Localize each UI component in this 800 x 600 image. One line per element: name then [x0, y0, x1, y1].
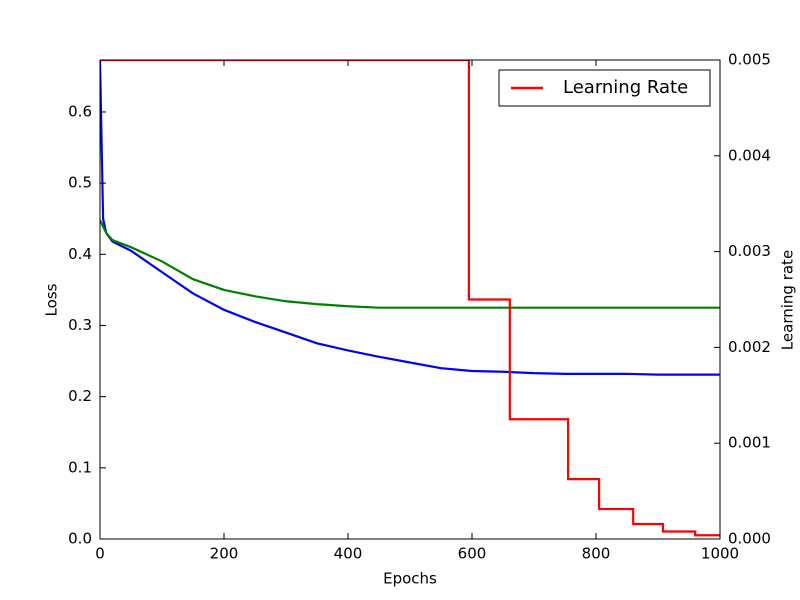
- y2-axis-label: Learning rate: [779, 250, 797, 350]
- plot-frame: [99, 59, 721, 540]
- y-tick-label: 0.0: [68, 530, 92, 548]
- x-axis-label: Epochs: [383, 570, 437, 588]
- x-tick-label: 800: [582, 545, 611, 563]
- y2-tick-label: 0.004: [728, 146, 771, 164]
- y-tick-label: 0.1: [68, 458, 92, 476]
- y2-tick-label: 0.000: [728, 530, 771, 548]
- x-tick-label: 0: [95, 545, 105, 563]
- x-tick-label: 200: [210, 545, 239, 563]
- y2-tick-label: 0.003: [728, 242, 771, 260]
- y2-tick-label: 0.005: [728, 51, 771, 69]
- series-line: [100, 219, 720, 309]
- y2-tick-label: 0.001: [728, 434, 771, 452]
- y-tick-label: 0.4: [68, 245, 92, 263]
- y2-tick-label: 0.002: [728, 338, 771, 356]
- y-tick-label: 0.5: [68, 174, 92, 192]
- x-tick-label: 400: [334, 545, 363, 563]
- x-tick-label: 1000: [701, 545, 739, 563]
- plot-lines: [100, 60, 720, 537]
- series-line: [100, 60, 720, 376]
- y-tick-label: 0.6: [68, 102, 92, 120]
- legend-label: Learning Rate: [563, 77, 688, 98]
- series-line: [100, 60, 720, 537]
- x-tick-label: 600: [458, 545, 487, 563]
- y-axis-label: Loss: [43, 283, 61, 316]
- y-tick-label: 0.2: [68, 387, 92, 405]
- y-tick-label: 0.3: [68, 316, 92, 334]
